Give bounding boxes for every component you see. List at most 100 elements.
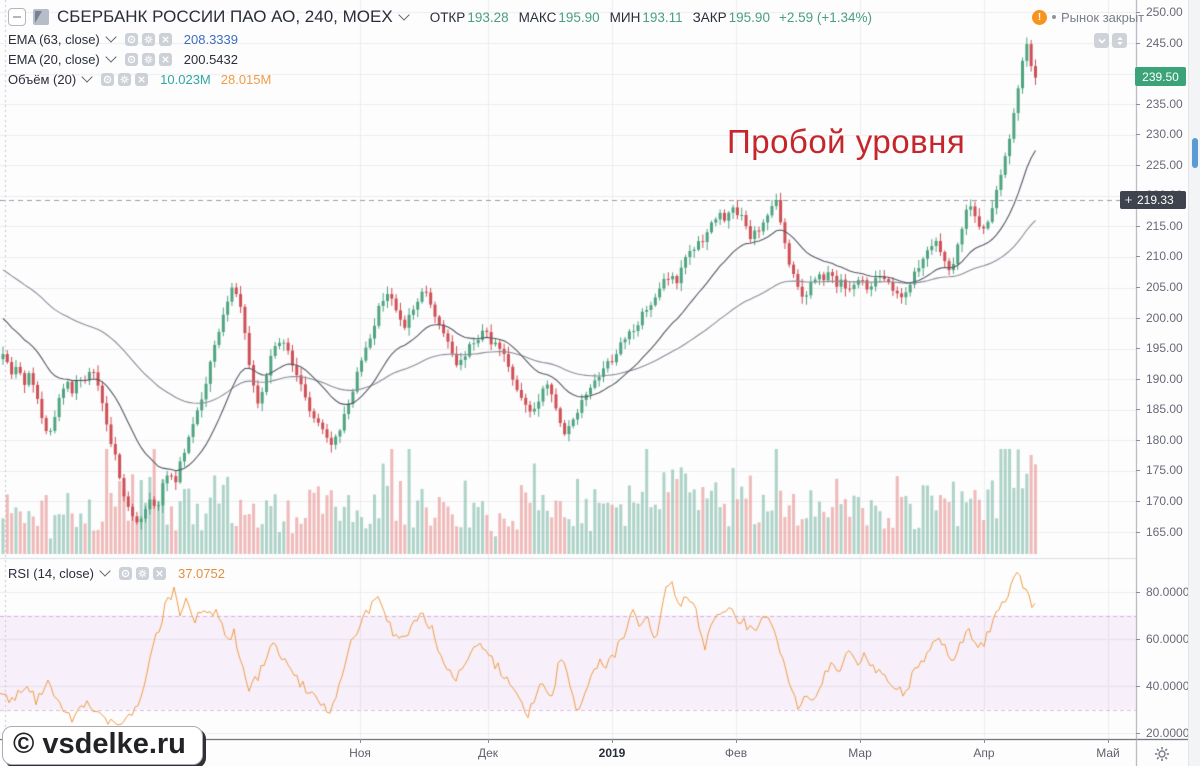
price-axis-label: 200.00	[1136, 311, 1183, 325]
indicator-row-volume: Объём (20) 10.023M 28.015M	[8, 71, 271, 87]
price-axis-label: 180.00	[1136, 433, 1183, 447]
eye-icon[interactable]	[118, 566, 132, 580]
eye-icon[interactable]	[124, 52, 138, 66]
auto-scale-button[interactable]	[1112, 33, 1127, 48]
price-axis-label: 185.00	[1136, 403, 1183, 416]
price-axis[interactable]: 250.00245.00240.00235.00230.00225.00220.…	[1136, 0, 1188, 739]
time-axis-label: 2019	[598, 746, 626, 760]
close-icon[interactable]	[135, 72, 149, 86]
scale-buttons	[1094, 33, 1127, 48]
price-axis-label: 195.00	[1136, 342, 1183, 355]
level-price-badge[interactable]: + 219.33	[1120, 190, 1186, 209]
chevron-down-icon[interactable]	[81, 71, 93, 83]
time-axis-label: Май	[1096, 746, 1120, 760]
close-value: 195.90	[728, 9, 770, 25]
gear-icon[interactable]	[118, 72, 132, 86]
symbol-legend: СБЕРБАНК РОССИИ ПАО АО, 240, MOEX ОТКР 1…	[8, 6, 872, 28]
alert-icon[interactable]: !	[1032, 9, 1047, 25]
ohlc-values: ОТКР 193.28 МАКС 195.90 МИН 193.11 ЗАКР …	[430, 10, 872, 25]
eye-icon[interactable]	[124, 32, 138, 46]
symbol-title[interactable]: СБЕРБАНК РОССИИ ПАО АО, 240, MOEX	[57, 7, 393, 26]
price-axis-label: 175.00	[1136, 464, 1183, 477]
time-axis-tick	[1108, 739, 1109, 743]
indicator-label[interactable]: Объём (20)	[8, 71, 77, 87]
close-icon[interactable]	[158, 52, 172, 66]
indicator-value: 10.023M	[160, 71, 211, 87]
chevron-down-icon[interactable]	[105, 51, 117, 63]
time-axis-label: Дек	[477, 746, 499, 760]
chevron-down-icon[interactable]	[105, 31, 117, 43]
chevron-down-icon[interactable]	[398, 9, 410, 21]
scroll-down-button[interactable]	[1094, 33, 1109, 48]
indicator-value: 37.0752	[177, 565, 225, 581]
price-axis-label: 225.00	[1136, 158, 1183, 172]
axis-settings-gear-icon[interactable]	[1152, 744, 1172, 764]
low-label: МИН	[609, 9, 641, 25]
rsi-axis-label: 80.0000	[1136, 585, 1189, 599]
price-axis-label: 230.00	[1136, 128, 1183, 141]
gear-icon[interactable]	[141, 52, 155, 66]
indicator-value: 28.015M	[220, 71, 272, 87]
time-axis-label: Мар	[848, 746, 872, 760]
price-axis-label: 210.00	[1136, 250, 1183, 263]
price-axis-label: 165.00	[1136, 525, 1183, 539]
time-axis-label: Апр	[973, 746, 995, 760]
rsi-axis-label: 60.0000	[1136, 632, 1189, 646]
indicator-value: 208.3339	[183, 31, 238, 47]
time-axis-tick	[860, 739, 861, 743]
chevron-down-icon[interactable]	[99, 565, 111, 577]
high-label: МАКС	[518, 9, 557, 25]
menu-icon[interactable]	[8, 8, 26, 26]
time-axis-tick	[612, 739, 613, 743]
indicator-row-ema63: EMA (63, close) 208.3339	[8, 31, 238, 47]
rsi-axis-label: 40.0000	[1136, 679, 1189, 693]
time-axis-tick	[736, 739, 737, 743]
price-axis-label: 215.00	[1136, 219, 1183, 233]
gear-icon[interactable]	[135, 566, 149, 580]
instrument-logo-icon	[33, 9, 49, 25]
rsi-axis-label: 20.0000	[1136, 726, 1189, 740]
close-icon[interactable]	[158, 32, 172, 46]
price-axis-label: 235.00	[1136, 97, 1183, 111]
time-axis-tick	[488, 739, 489, 743]
market-status-label: Рынок закрыт	[1061, 9, 1145, 25]
indicator-row-rsi: RSI (14, close) 37.0752	[8, 565, 225, 581]
scrollbar[interactable]	[1188, 0, 1200, 766]
time-axis-tick	[360, 739, 361, 743]
open-value: 193.28	[467, 9, 509, 25]
indicator-label[interactable]: EMA (63, close)	[8, 31, 100, 47]
high-value: 195.90	[558, 9, 600, 25]
price-axis-label: 170.00	[1136, 494, 1183, 508]
indicator-label[interactable]: RSI (14, close)	[8, 565, 94, 581]
change-value: +2.59 (+1.34%)	[778, 9, 873, 25]
time-axis-label: Фев	[724, 746, 748, 760]
watermark-text: © vsdelke.ru	[13, 728, 186, 760]
close-icon[interactable]	[152, 566, 166, 580]
price-axis-label: 245.00	[1136, 36, 1183, 50]
scrollbar-thumb[interactable]	[1192, 138, 1198, 168]
eye-icon[interactable]	[101, 72, 115, 86]
watermark[interactable]: © vsdelke.ru	[2, 726, 203, 765]
price-axis-label: 250.00	[1136, 5, 1183, 19]
last-price-badge: 239.50	[1135, 67, 1186, 87]
time-axis[interactable]: Ноя Дек 2019 Фев Мар Апр Май	[0, 739, 1136, 766]
indicator-value: 200.5432	[183, 51, 238, 67]
price-axis-label: 190.00	[1136, 372, 1183, 386]
breakout-annotation: Пробой уровня	[727, 123, 966, 160]
price-axis-label: 205.00	[1136, 281, 1183, 294]
close-label: ЗАКР	[692, 9, 727, 25]
last-price-value: 239.50	[1142, 69, 1179, 84]
gear-icon[interactable]	[141, 32, 155, 46]
status-dot-icon	[1052, 15, 1056, 19]
open-label: ОТКР	[429, 9, 466, 25]
indicator-row-ema20: EMA (20, close) 200.5432	[8, 51, 238, 67]
add-alert-plus-icon[interactable]: +	[1124, 192, 1133, 208]
level-price-value: 219.33	[1137, 192, 1174, 207]
indicator-label[interactable]: EMA (20, close)	[8, 51, 100, 67]
time-axis-label: Ноя	[349, 746, 371, 760]
rsi-axis[interactable]: 80.0000 60.0000 40.0000 20.0000	[1136, 0, 1189, 740]
low-value: 193.11	[642, 9, 683, 25]
market-status: ! Рынок закрыт	[1032, 9, 1144, 25]
time-axis-tick	[984, 739, 985, 743]
